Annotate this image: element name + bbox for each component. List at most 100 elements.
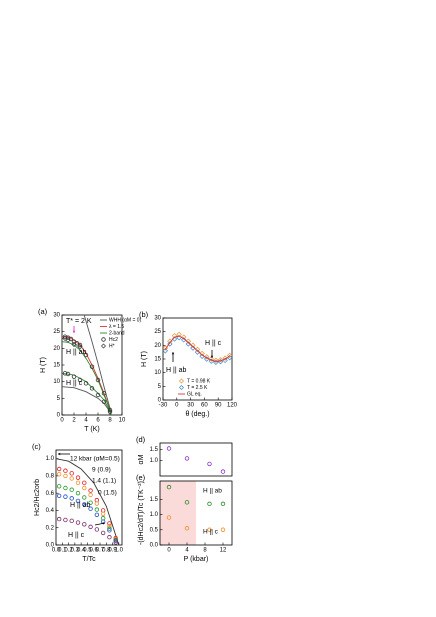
data-point — [71, 341, 77, 348]
data-point — [69, 471, 74, 476]
annotation: H || ab — [66, 349, 86, 356]
y-axis-title: H (T) — [40, 357, 47, 373]
data-point — [77, 342, 83, 348]
x-tick-label: 0.6 — [90, 548, 99, 554]
legend-swatch — [179, 385, 184, 390]
x-axis-title: T (K) — [84, 426, 99, 433]
x-axis-title: θ (deg.) — [185, 411, 209, 418]
data-point — [217, 357, 224, 363]
data-point — [181, 334, 187, 340]
y-tick-label: 1.5 — [150, 447, 159, 453]
data-point — [65, 337, 71, 343]
data-point — [162, 348, 168, 354]
data-point — [220, 527, 226, 532]
plot-frame — [159, 442, 233, 477]
panel-label: (d) — [136, 435, 146, 444]
series-line — [83, 314, 112, 416]
data-point — [213, 357, 219, 364]
data-point — [82, 522, 87, 527]
series-line — [55, 458, 120, 546]
data-point — [56, 516, 62, 522]
series-label: 12 kbar (αM=0.5) — [70, 456, 120, 463]
legend-swatch — [101, 337, 106, 342]
data-point — [75, 520, 81, 525]
data-point — [181, 337, 187, 343]
x-axis-title: P (kbar) — [184, 556, 209, 563]
arrow-head — [210, 355, 214, 358]
data-point — [69, 487, 74, 492]
series-label: 0 (1.5) — [98, 490, 117, 497]
data-point — [207, 501, 212, 507]
data-point — [113, 540, 118, 545]
x-tick-label: 0 — [60, 418, 64, 424]
y-tick-label: 5 — [57, 396, 61, 402]
y-tick-label: 0.4 — [46, 508, 55, 514]
series-label: 1.4 (1.1) — [92, 478, 116, 485]
data-point — [75, 498, 81, 504]
data-point — [94, 501, 100, 506]
data-point — [88, 492, 93, 498]
data-point — [166, 446, 172, 451]
data-point — [100, 530, 106, 536]
y-tick-label: 20 — [154, 343, 161, 349]
data-point — [82, 495, 87, 500]
x-tick-label: 60 — [201, 403, 208, 409]
y-tick-label: 0.8 — [46, 473, 55, 479]
data-point — [63, 494, 68, 499]
x-tick-label: -30 — [159, 403, 168, 409]
data-point — [107, 526, 112, 531]
data-point — [190, 345, 196, 351]
y-axis-title: Hc2/Hc2orb — [34, 479, 41, 516]
y-tick-label: 0.6 — [46, 491, 55, 497]
data-point — [184, 526, 190, 531]
series-line — [61, 341, 112, 416]
y-tick-label: 30 — [154, 316, 161, 322]
data-point — [63, 473, 68, 479]
data-point — [107, 523, 112, 529]
series-line — [61, 386, 112, 416]
y-tick-label: 10 — [154, 370, 161, 376]
data-point — [77, 377, 83, 383]
data-point — [94, 512, 100, 517]
data-point — [171, 333, 178, 339]
data-point — [222, 355, 228, 361]
data-point — [56, 466, 62, 472]
data-point — [63, 485, 68, 491]
data-point — [63, 468, 68, 473]
x-tick-label: 4 — [84, 418, 88, 424]
x-tick-label: 30 — [187, 403, 194, 409]
data-point — [220, 501, 226, 507]
y-axis-title: -(dHc2/dT)/Tc (TK⁻²) — [138, 481, 145, 545]
x-tick-label: 0.3 — [71, 548, 80, 554]
series-label: 9 (0.9) — [92, 467, 111, 474]
data-point — [83, 381, 89, 386]
arrow-head — [171, 352, 175, 355]
x-tick-label: 0.1 — [58, 548, 67, 554]
y-tick-label: 10 — [53, 379, 60, 385]
data-point — [75, 480, 81, 486]
y-tick-label: 0.0 — [150, 543, 159, 549]
data-point — [185, 341, 191, 347]
x-tick-label: 0.2 — [64, 548, 73, 554]
data-point — [204, 354, 210, 360]
arrow-head — [72, 330, 76, 333]
y-tick-label: 0 — [57, 413, 61, 419]
arrow-head — [102, 522, 105, 525]
data-point — [184, 500, 190, 505]
data-point — [89, 364, 95, 369]
series-label: H || c — [203, 529, 219, 536]
y-tick-label: 0 — [158, 398, 162, 404]
annotation: T* = 2 K — [66, 318, 92, 325]
series-label: H || ab — [203, 488, 222, 495]
y-tick-label: 20 — [53, 346, 60, 352]
plot-frame — [55, 449, 123, 546]
x-tick-label: 0.4 — [77, 548, 86, 554]
data-point — [88, 500, 93, 505]
y-tick-label: 0.5 — [150, 527, 159, 533]
data-point — [82, 502, 87, 507]
y-tick-label: 30 — [53, 313, 60, 319]
data-point — [194, 346, 201, 353]
x-tick-label: 8 — [108, 418, 112, 424]
data-point — [101, 399, 107, 404]
y-tick-label: 5 — [158, 384, 162, 390]
